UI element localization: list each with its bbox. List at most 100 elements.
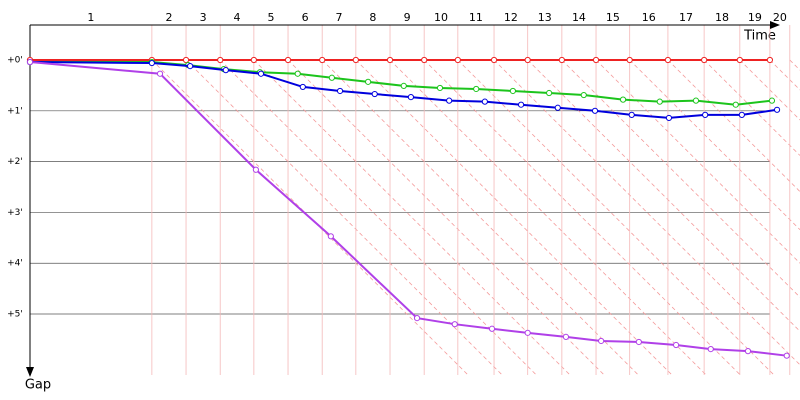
lapped-line xyxy=(527,59,800,332)
data-point xyxy=(626,56,633,64)
lap-label: 13 xyxy=(538,11,552,24)
data-point xyxy=(327,233,334,240)
lap-label: 8 xyxy=(369,11,376,24)
y-axis-label: Gap xyxy=(25,378,51,393)
data-point xyxy=(509,87,517,95)
lapped-line xyxy=(789,59,800,71)
lapped-line xyxy=(219,59,537,376)
data-point xyxy=(773,106,781,113)
data-point xyxy=(558,56,565,64)
lap-label: 6 xyxy=(302,11,309,24)
lap-label: 7 xyxy=(336,11,343,24)
lapped-line xyxy=(287,59,605,376)
y-tick-label: +3' xyxy=(7,208,23,218)
data-point xyxy=(352,56,359,64)
data-point xyxy=(222,67,229,74)
data-point xyxy=(436,84,444,92)
y-tick-label: +2' xyxy=(7,157,23,167)
lapped-line xyxy=(667,59,800,192)
data-point xyxy=(284,56,292,64)
data-point xyxy=(598,337,605,345)
series-line xyxy=(29,61,778,119)
data-point xyxy=(766,56,774,64)
lap-label: 20 xyxy=(773,11,787,24)
lapped-line xyxy=(703,59,800,156)
lap-label: 4 xyxy=(234,11,241,24)
data-point xyxy=(738,111,745,118)
data-point xyxy=(665,114,673,122)
data-point xyxy=(517,101,525,108)
data-point xyxy=(386,56,394,64)
lapped-line xyxy=(151,59,469,376)
lap-label: 1 xyxy=(87,11,94,24)
data-point xyxy=(592,56,600,64)
data-point xyxy=(319,56,326,64)
lap-label: 12 xyxy=(504,11,518,24)
data-point xyxy=(635,338,642,346)
lap-label: 16 xyxy=(642,11,656,24)
lap-label: 17 xyxy=(679,11,693,24)
y-tick-label: +5' xyxy=(7,310,23,320)
data-point xyxy=(732,101,739,108)
data-point xyxy=(490,56,498,64)
data-point xyxy=(294,70,301,77)
x-axis-arrow xyxy=(770,21,780,29)
data-point xyxy=(701,56,708,64)
data-point xyxy=(580,91,587,99)
data-point xyxy=(336,87,344,95)
lap-label: 14 xyxy=(572,11,586,24)
y-tick-label: +0' xyxy=(7,56,23,66)
data-point xyxy=(562,333,570,340)
data-point xyxy=(591,107,599,114)
data-point xyxy=(524,56,531,64)
data-point xyxy=(407,93,415,101)
y-tick-label: +4' xyxy=(7,259,23,269)
lapped-line xyxy=(185,59,503,376)
data-point xyxy=(451,321,458,328)
series-line xyxy=(29,61,787,357)
data-point xyxy=(768,97,776,104)
data-point xyxy=(299,83,306,91)
data-point xyxy=(252,166,260,173)
lap-label: 5 xyxy=(267,11,274,24)
data-point xyxy=(692,97,700,104)
data-point xyxy=(783,352,790,359)
lap-label: 18 xyxy=(715,11,729,24)
data-point xyxy=(187,62,194,70)
lapped-line xyxy=(355,59,673,376)
lap-label: 9 xyxy=(404,11,411,24)
data-point xyxy=(156,70,164,77)
lapped-line xyxy=(457,59,775,376)
data-point xyxy=(328,74,335,81)
data-point xyxy=(619,96,627,103)
data-point xyxy=(454,56,461,64)
data-point xyxy=(628,111,635,118)
data-point xyxy=(736,56,743,64)
data-point xyxy=(413,314,421,322)
lapped-line xyxy=(561,59,800,298)
data-point xyxy=(182,56,190,64)
data-point xyxy=(664,56,672,64)
data-point xyxy=(554,104,561,111)
data-point xyxy=(707,345,714,353)
data-point xyxy=(421,56,428,64)
lap-label: 2 xyxy=(165,11,172,24)
data-point xyxy=(257,70,265,77)
lap-label: 10 xyxy=(434,11,448,24)
data-point xyxy=(473,85,480,93)
data-point xyxy=(488,325,496,332)
data-point xyxy=(364,78,372,85)
lap-label: 19 xyxy=(748,11,762,24)
y-tick-label: +1' xyxy=(7,106,23,116)
y-axis-arrow xyxy=(26,367,34,377)
lap-label: 3 xyxy=(200,11,207,24)
data-point xyxy=(217,56,224,64)
data-point xyxy=(702,111,709,118)
data-point xyxy=(481,98,488,105)
lapped-line xyxy=(321,59,639,376)
data-point xyxy=(371,90,378,98)
data-point xyxy=(744,348,752,355)
series-line xyxy=(30,61,773,106)
lapped-line xyxy=(769,59,800,91)
